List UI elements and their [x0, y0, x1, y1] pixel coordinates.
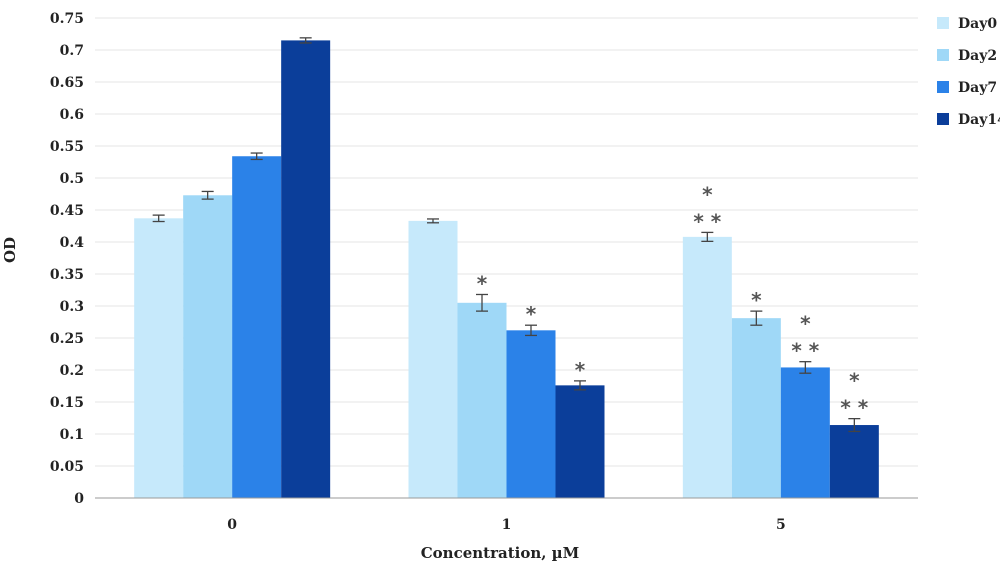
significance-mark: * [849, 369, 860, 393]
bar-day14-1 [555, 385, 605, 498]
legend: Day0 Day2 Day7 Day14 [937, 16, 1000, 128]
y-tick-label: 0.65 [50, 75, 84, 91]
y-tick-label: 0 [74, 491, 84, 507]
bar-day2-5 [731, 318, 781, 498]
significance-mark: * [575, 358, 586, 382]
y-tick-label: 0.75 [50, 11, 84, 27]
y-axis-title: OD [1, 237, 19, 263]
significance-mark: * * [693, 209, 721, 233]
legend-label-day2: Day2 [958, 48, 997, 64]
y-tick-label: 0.6 [60, 107, 84, 123]
bar-day2-1 [457, 302, 507, 498]
x-tick-label: 1 [502, 517, 512, 533]
legend-label-day0: Day0 [958, 16, 997, 32]
y-tick-label: 0.1 [60, 427, 84, 443]
bar-day2-0 [183, 195, 233, 498]
significance-mark: * [751, 288, 762, 312]
y-tick-label: 0.7 [60, 43, 84, 59]
significance-mark: * [526, 302, 537, 326]
legend-label-day7: Day7 [958, 80, 997, 96]
legend-swatch-day7 [937, 81, 949, 93]
significance-mark: * [800, 312, 811, 336]
x-axis-title: Concentration, µM [421, 544, 580, 562]
bar-day0-1 [408, 220, 458, 498]
y-tick-label: 0.05 [50, 459, 84, 475]
bar-day7-5 [780, 367, 830, 498]
significance-mark: * [702, 182, 713, 206]
significance-mark: * [477, 271, 488, 295]
legend-swatch-day2 [937, 49, 949, 61]
x-axis-ticks: 0 1 5 [227, 517, 785, 533]
legend-swatch-day0 [937, 17, 949, 29]
y-tick-label: 0.25 [50, 331, 84, 347]
y-axis-ticks: 0 0.05 0.1 0.15 0.2 0.25 0.3 0.35 0.4 0.45 0.5 0.55… [50, 11, 84, 507]
bar-day7-0 [232, 156, 282, 499]
y-tick-label: 0.3 [60, 299, 84, 315]
bar-day14-0 [281, 40, 331, 499]
y-tick-label: 0.35 [50, 267, 84, 283]
bar-day7-1 [506, 330, 556, 498]
legend-label-day14: Day14 [958, 112, 1000, 128]
y-tick-label: 0.2 [60, 363, 84, 379]
significance-mark: * * [840, 396, 868, 420]
significance-mark: * * [791, 339, 819, 363]
y-tick-label: 0.5 [60, 171, 84, 187]
bar-day0-0 [134, 218, 184, 498]
bars: * * * * * * * * * * * * * [134, 37, 879, 499]
x-tick-label: 0 [227, 517, 237, 533]
y-tick-label: 0.4 [60, 235, 85, 251]
y-tick-label: 0.45 [50, 203, 84, 219]
y-tick-label: 0.55 [50, 139, 84, 155]
legend-swatch-day14 [937, 113, 949, 125]
bar-day14-5 [829, 425, 879, 498]
bar-day0-5 [682, 236, 732, 498]
y-tick-label: 0.15 [50, 395, 84, 411]
x-tick-label: 5 [776, 517, 786, 533]
